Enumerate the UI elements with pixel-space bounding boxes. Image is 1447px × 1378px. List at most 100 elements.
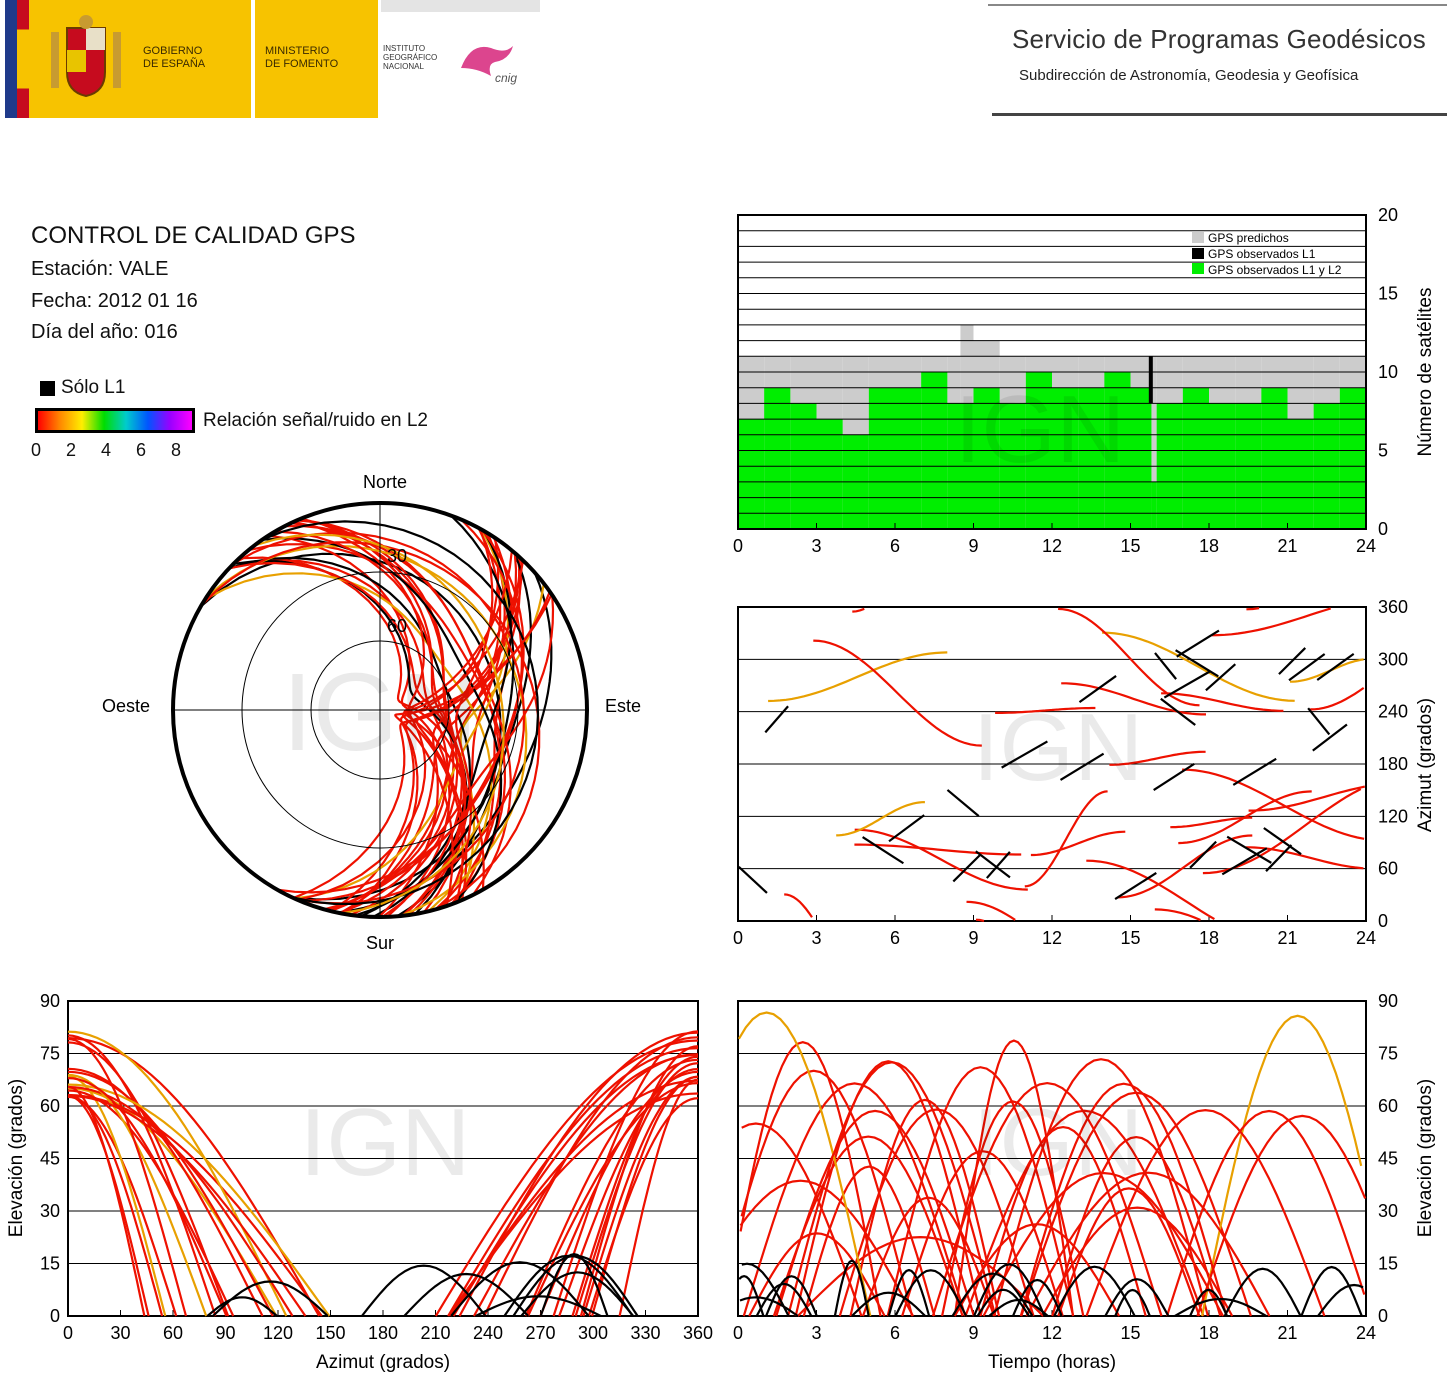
observed-l1l2-bar [1130, 387, 1152, 529]
azimuth-l1-track [1153, 762, 1195, 791]
azimuth-track [836, 801, 925, 837]
azimuth-track [1030, 830, 1126, 857]
colorbar-tick-4: 4 [101, 440, 112, 460]
elevation-azimuth-xtick: 90 [215, 1323, 235, 1343]
skyplot-chart: IGN Norte Sur Este Oeste 30 60 [102, 472, 641, 953]
elevation-azimuth-xtick: 300 [578, 1323, 608, 1343]
azimuth-l1-track [1163, 670, 1211, 699]
elevation-azimuth-xtick: 30 [110, 1323, 130, 1343]
station-label: Estación: VALE [31, 258, 169, 280]
azimuth-l1-track [1312, 723, 1348, 752]
elevation-azimuth-track [591, 1075, 699, 1317]
elevation-azimuth-track [483, 1036, 699, 1317]
azimuth-time-grid: 0 60 120 180 240 300 360 0 3 6 9 12 15 18 21 24 [733, 597, 1408, 948]
azimuth-track [1024, 790, 1108, 888]
elevation-azimuth-track [67, 1089, 235, 1317]
elevation-azimuth-l1-track [361, 1264, 487, 1317]
ministerio-block: MINISTERIO DE FOMENTO [255, 0, 378, 118]
elevation-time-l1-track [976, 1288, 1030, 1317]
elevation-time-track [993, 1058, 1209, 1317]
skyplot-track [229, 561, 467, 917]
satellite-count-xtick: 18 [1199, 536, 1219, 556]
direction-south: Sur [366, 933, 394, 953]
azimuth-track [1310, 686, 1365, 711]
elevation-azimuth-track [67, 1075, 167, 1317]
azimuth-track [1102, 631, 1295, 702]
elevation-azimuth-ytick: 90 [40, 991, 60, 1011]
elevation-time-ytick: 15 [1378, 1254, 1398, 1274]
elevation-time-l1-track [894, 1269, 968, 1317]
elevation-azimuth-track [67, 1085, 146, 1317]
satellite-count-xtick: 0 [733, 536, 743, 556]
colorbar-tick-8: 8 [171, 440, 182, 460]
elevation-azimuth-xlabel: Azimut (grados) [316, 1352, 450, 1373]
observed-l1l2-bar [1151, 481, 1157, 529]
elevation-azimuth-xtick: 210 [420, 1323, 450, 1343]
elevation-time-ytick: 0 [1378, 1306, 1388, 1326]
azimuth-track [1161, 692, 1284, 712]
observed-l1l2-bar [1052, 387, 1079, 529]
government-logo-strip: GOBIERNO DE ESPAÑA MINISTERIO DE FOMENTO… [5, 0, 540, 118]
azimuth-l1-track [1288, 653, 1326, 682]
elevation-time-track [741, 1122, 863, 1317]
elevation-azimuth-track [67, 1070, 274, 1317]
satellite-count-ytick: 0 [1378, 519, 1388, 539]
observed-l1l2-bar [895, 387, 922, 529]
header-top-rule [988, 4, 1447, 6]
azimuth-track [1058, 607, 1200, 707]
elevation-azimuth-l1-track [475, 1295, 602, 1317]
ign-grey-bar [381, 0, 540, 12]
l1-only-swatch [40, 381, 55, 396]
azimuth-time-xtick: 21 [1277, 928, 1297, 948]
satellite-count-ytick: 15 [1378, 284, 1398, 304]
elevation-time-track [941, 1100, 1085, 1317]
colorbar-tick-6: 6 [136, 440, 147, 460]
elevation-time-xlabel: Tiempo (horas) [988, 1352, 1116, 1373]
elevation-azimuth-grid: 0 15 30 45 60 75 90 0 30 60 90 120 150 180 210 240 270 30… [40, 991, 713, 1343]
elevation-time-track [1201, 1014, 1363, 1317]
elevation-azimuth-track [67, 1077, 228, 1317]
azimuth-time-xtick: 9 [968, 928, 978, 948]
elevation-time-track [737, 1011, 872, 1317]
azimuth-l1-track [975, 850, 1011, 879]
azimuth-track [1154, 908, 1201, 922]
elevation-time-xtick: 12 [1042, 1323, 1062, 1343]
elevation-azimuth-track [67, 1037, 188, 1317]
observed-l1l2-bar [738, 419, 765, 529]
elevation-azimuth-l1-track [206, 1296, 278, 1317]
skyplot-track [441, 528, 494, 909]
azimuth-time-xtick: 0 [733, 928, 743, 948]
skyplot-track [458, 583, 545, 902]
elevation-azimuth-xtick: 120 [263, 1323, 293, 1343]
azimuth-l1-track [1221, 847, 1268, 876]
azimuth-l1-track [1189, 840, 1217, 869]
elevation-time-chart: 0 15 30 45 60 75 90 0 3 6 9 12 15 18 21 24 IGN Tiempo (… [733, 991, 1436, 1373]
elevation-azimuth-ytick: 15 [40, 1254, 60, 1274]
ministerio-line1: MINISTERIO [265, 45, 330, 57]
cnig-logo-icon: cnig [461, 46, 517, 85]
elevation-azimuth-track [574, 1062, 699, 1317]
satellite-count-ytick: 10 [1378, 362, 1398, 382]
satellite-count-xtick: 24 [1356, 536, 1376, 556]
satellite-count-ytick: 20 [1378, 205, 1398, 225]
ign-line1: INSTITUTO [383, 44, 426, 53]
colorbar-tick-2: 2 [66, 440, 77, 460]
legend-predicted: GPS predichos [1208, 231, 1289, 245]
elevation-time-l1-track [1300, 1265, 1363, 1317]
gobierno-block: GOBIERNO DE ESPAÑA [29, 0, 251, 118]
elevation-time-ytick: 30 [1378, 1201, 1398, 1221]
azimuth-track [966, 900, 1016, 921]
azimuth-l1-track [952, 854, 981, 883]
azimuth-l1-track [1226, 835, 1272, 864]
elevation-azimuth-xtick: 240 [473, 1323, 503, 1343]
ign-line2: GEOGRÁFICO [383, 53, 438, 62]
elevation-azimuth-xtick: 360 [683, 1323, 713, 1343]
elevation-time-track [739, 1179, 914, 1317]
satellite-count-xtick: 9 [968, 536, 978, 556]
date-label: Fecha: 2012 01 16 [31, 290, 198, 312]
elevation-azimuth-xtick: 270 [525, 1323, 555, 1343]
azimuth-l1-track [1176, 629, 1220, 658]
azimuth-track [854, 828, 1028, 891]
ring-label-60: 60 [387, 616, 407, 636]
satellite-count-xtick: 15 [1120, 536, 1140, 556]
